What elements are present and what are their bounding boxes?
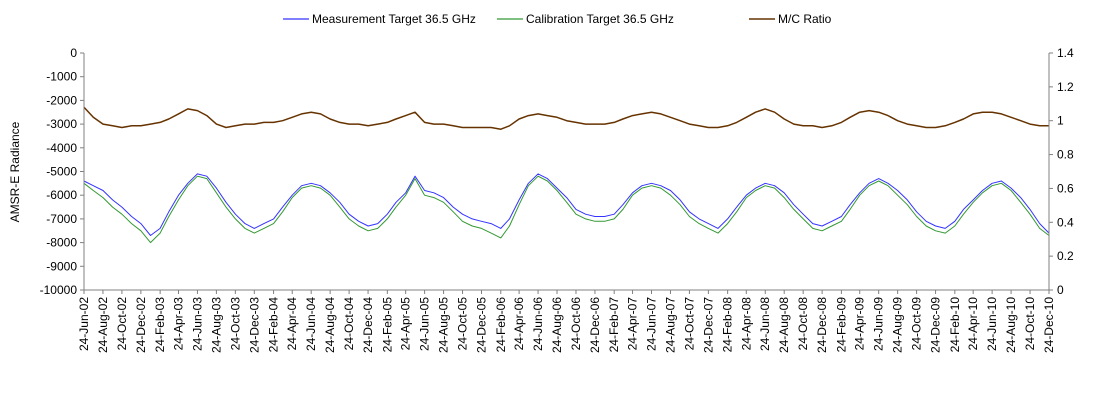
x-tick-label: 24-Aug-08 <box>777 297 791 353</box>
x-tick-label: 24-Oct-10 <box>1023 297 1037 351</box>
x-tick-label: 24-Oct-04 <box>342 297 356 351</box>
x-tick-label: 24-Feb-04 <box>267 297 281 353</box>
y-left-tick-label: -6000 <box>46 188 77 202</box>
x-tick-label: 24-Oct-06 <box>569 297 583 351</box>
legend: Measurement Target 36.5 GHz Calibration … <box>283 12 832 26</box>
x-tick-label: 24-Aug-05 <box>437 297 451 353</box>
x-tick-label: 24-Apr-05 <box>399 297 413 351</box>
x-tick-label: 24-Oct-02 <box>115 297 129 351</box>
x-tick-label: 24-Oct-07 <box>682 297 696 351</box>
x-tick-label: 24-Oct-05 <box>456 297 470 351</box>
x-tick-label: 24-Jun-08 <box>758 297 772 351</box>
series-calibration-target <box>83 175 1050 244</box>
legend-label-calibration: Calibration Target 36.5 GHz <box>526 12 674 26</box>
x-ticks: 24-Jun-02 24-Aug-02 24-Oct-02 24-Dec-02 24-F… <box>77 290 1056 353</box>
x-tick-label: 24-Jun-03 <box>190 297 204 351</box>
x-tick-label: 24-Feb-05 <box>380 297 394 353</box>
y-right-tick-label: 0.4 <box>1057 215 1074 229</box>
y-right-tick-label: 1 <box>1057 114 1064 128</box>
y-right-tick-label: 0 <box>1057 283 1064 297</box>
x-tick-label: 24-Apr-06 <box>512 297 526 351</box>
y-left-axis-title: AMSR-E Radiance <box>8 121 22 222</box>
legend-label-ratio: M/C Ratio <box>778 12 832 26</box>
y-left-tick-label: -1000 <box>46 70 77 84</box>
x-tick-label: 24-Jun-06 <box>531 297 545 351</box>
x-tick-label: 24-Apr-10 <box>966 297 980 351</box>
series-layer <box>83 106 1050 244</box>
x-tick-label: 24-Aug-09 <box>891 297 905 353</box>
x-tick-label: 24-Jun-09 <box>872 297 886 351</box>
x-tick-label: 24-Dec-02 <box>134 297 148 353</box>
x-tick-label: 24-Feb-09 <box>834 297 848 353</box>
x-tick-label: 24-Oct-09 <box>910 297 924 351</box>
x-tick-label: 24-Jun-07 <box>645 297 659 351</box>
x-tick-label: 24-Apr-07 <box>626 297 640 351</box>
x-tick-label: 24-Dec-03 <box>247 297 261 353</box>
x-tick-label: 24-Aug-03 <box>209 297 223 353</box>
x-tick-label: 24-Dec-10 <box>1042 297 1056 353</box>
x-tick-label: 24-Feb-07 <box>607 297 621 353</box>
x-tick-label: 24-Apr-08 <box>739 297 753 351</box>
y-left-tick-label: -8000 <box>46 236 77 250</box>
x-tick-label: 24-Dec-09 <box>929 297 943 353</box>
x-tick-label: 24-Dec-05 <box>475 297 489 353</box>
y-right-tick-label: 0.2 <box>1057 249 1074 263</box>
x-tick-label: 24-Dec-04 <box>361 297 375 353</box>
x-tick-label: 24-Jun-05 <box>418 297 432 351</box>
x-tick-label: 24-Feb-10 <box>948 297 962 353</box>
x-tick-label: 24-Aug-02 <box>96 297 110 353</box>
x-tick-label: 24-Aug-07 <box>664 297 678 353</box>
series-measurement-target <box>83 173 1050 236</box>
y-right-tick-label: 0.6 <box>1057 181 1074 195</box>
x-tick-label: 24-Oct-03 <box>228 297 242 351</box>
y-right-tick-label: 0.8 <box>1057 148 1074 162</box>
y-left-tick-label: -3000 <box>46 117 77 131</box>
y-right-tick-label: 1.4 <box>1057 46 1074 60</box>
y-left-tick-label: -4000 <box>46 141 77 155</box>
x-tick-label: 24-Feb-06 <box>494 297 508 353</box>
x-tick-label: 24-Jun-02 <box>77 297 91 351</box>
x-tick-label: 24-Jun-10 <box>985 297 999 351</box>
series-mc-ratio <box>83 106 1049 130</box>
y-left-tick-label: -10000 <box>40 283 78 297</box>
x-tick-label: 24-Dec-07 <box>701 297 715 353</box>
y-right-tick-label: 1.2 <box>1057 80 1074 94</box>
y-left-tick-label: -9000 <box>46 259 77 273</box>
y-left-tick-label: 0 <box>70 46 77 60</box>
x-tick-label: 24-Aug-10 <box>1004 297 1018 353</box>
y-left-ticks: 0 -1000 -2000 -3000 -4000 -5000 -6000 -7000 -800… <box>40 46 84 297</box>
x-tick-label: 24-Dec-06 <box>588 297 602 353</box>
legend-label-measurement: Measurement Target 36.5 GHz <box>312 12 476 26</box>
y-left-tick-label: -2000 <box>46 93 77 107</box>
x-tick-label: 24-Aug-06 <box>550 297 564 353</box>
x-tick-label: 24-Apr-04 <box>285 297 299 351</box>
x-tick-label: 24-Aug-04 <box>323 297 337 353</box>
y-right-ticks: 1.4 1.2 1 0.8 0.6 0.4 0.2 0 <box>1049 46 1074 297</box>
y-left-tick-label: -7000 <box>46 212 77 226</box>
y-left-tick-label: -5000 <box>46 165 77 179</box>
x-tick-label: 24-Apr-09 <box>853 297 867 351</box>
x-tick-label: 24-Oct-08 <box>796 297 810 351</box>
x-tick-label: 24-Feb-03 <box>153 297 167 353</box>
x-tick-label: 24-Dec-08 <box>815 297 829 353</box>
x-tick-label: 24-Feb-08 <box>721 297 735 353</box>
x-tick-label: 24-Apr-03 <box>172 297 186 351</box>
x-tick-label: 24-Jun-04 <box>304 297 318 351</box>
